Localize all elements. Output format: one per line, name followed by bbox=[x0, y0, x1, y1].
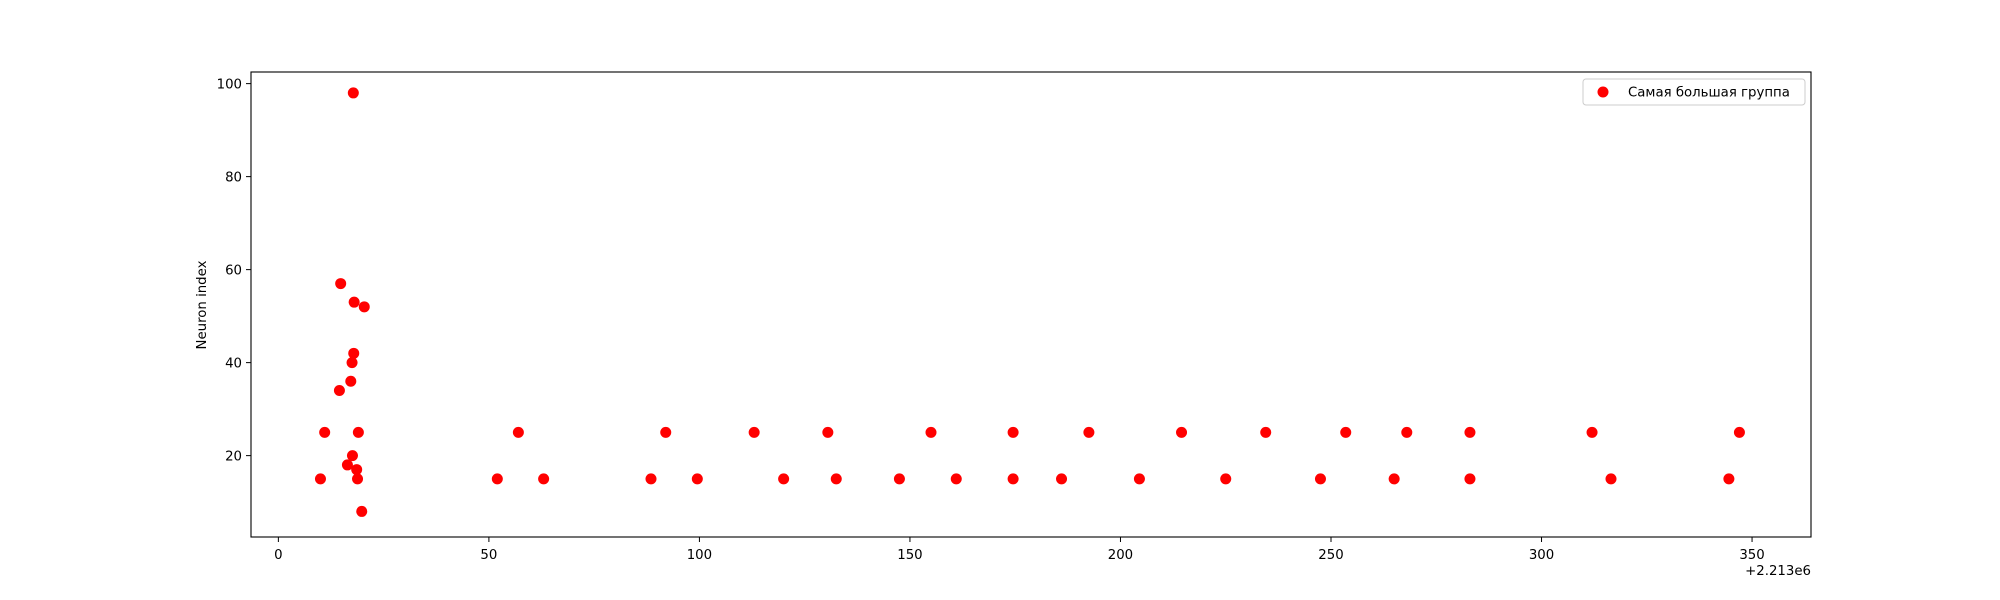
data-point bbox=[822, 426, 834, 438]
legend-marker bbox=[1597, 86, 1609, 98]
data-point bbox=[1260, 426, 1272, 438]
data-point bbox=[1007, 473, 1019, 485]
y-tick-label: 100 bbox=[217, 78, 242, 93]
data-point bbox=[1586, 426, 1598, 438]
data-point bbox=[319, 426, 331, 438]
data-point bbox=[345, 375, 357, 387]
legend: Самая большая группа bbox=[1582, 78, 1806, 106]
y-tick-label: 60 bbox=[225, 264, 242, 279]
data-point bbox=[346, 450, 358, 462]
data-point bbox=[660, 426, 672, 438]
data-point bbox=[346, 357, 358, 369]
data-point bbox=[1733, 426, 1745, 438]
data-point bbox=[314, 473, 326, 485]
data-point bbox=[356, 505, 368, 517]
data-point bbox=[1723, 473, 1735, 485]
data-point bbox=[352, 473, 364, 485]
data-point bbox=[538, 473, 550, 485]
data-point bbox=[748, 426, 760, 438]
data-point bbox=[1464, 426, 1476, 438]
x-axis-offset-label: +2.213e6 bbox=[1745, 564, 1811, 579]
data-point bbox=[691, 473, 703, 485]
x-axis-ticks: 0 50 100 150 200 250 300 350 bbox=[274, 537, 1765, 563]
x-tick-label: 150 bbox=[897, 548, 922, 563]
data-point bbox=[950, 473, 962, 485]
data-point bbox=[1056, 473, 1068, 485]
data-point bbox=[778, 473, 790, 485]
x-tick-label: 0 bbox=[274, 548, 282, 563]
data-point bbox=[893, 473, 905, 485]
data-point bbox=[1340, 426, 1352, 438]
y-tick-label: 80 bbox=[225, 171, 242, 186]
data-point bbox=[348, 347, 360, 359]
data-points bbox=[314, 87, 1745, 517]
legend-box bbox=[1582, 78, 1806, 106]
y-axis-ticks: 20 40 60 80 100 bbox=[217, 78, 251, 465]
legend-entry-label: Самая большая группа bbox=[1628, 85, 1790, 101]
data-point bbox=[1133, 473, 1145, 485]
data-point bbox=[333, 385, 345, 397]
data-point bbox=[491, 473, 503, 485]
data-point bbox=[1083, 426, 1095, 438]
data-point bbox=[1401, 426, 1413, 438]
data-point bbox=[830, 473, 842, 485]
x-tick-label: 200 bbox=[1108, 548, 1133, 563]
data-point bbox=[348, 296, 360, 308]
data-point bbox=[1388, 473, 1400, 485]
x-tick-label: 100 bbox=[687, 548, 712, 563]
data-point bbox=[341, 459, 353, 471]
x-tick-label: 300 bbox=[1529, 548, 1554, 563]
x-tick-label: 350 bbox=[1739, 548, 1764, 563]
data-point bbox=[352, 426, 364, 438]
axes-frame bbox=[250, 71, 1812, 538]
data-point bbox=[1176, 426, 1188, 438]
data-point bbox=[925, 426, 937, 438]
data-point bbox=[1220, 473, 1232, 485]
data-point bbox=[351, 464, 363, 476]
y-tick-label: 40 bbox=[225, 357, 242, 372]
data-point bbox=[512, 426, 524, 438]
x-tick-label: 250 bbox=[1318, 548, 1343, 563]
data-point bbox=[335, 278, 347, 290]
x-tick-label: 50 bbox=[480, 548, 497, 563]
y-tick-label: 20 bbox=[225, 450, 242, 465]
data-point bbox=[1605, 473, 1617, 485]
data-point bbox=[347, 87, 359, 99]
data-point bbox=[1464, 473, 1476, 485]
data-point bbox=[645, 473, 657, 485]
data-point bbox=[1007, 426, 1019, 438]
data-point bbox=[358, 301, 370, 313]
y-axis-label: Neuron index bbox=[195, 260, 210, 349]
data-point bbox=[1314, 473, 1326, 485]
plot-area bbox=[251, 72, 1811, 537]
